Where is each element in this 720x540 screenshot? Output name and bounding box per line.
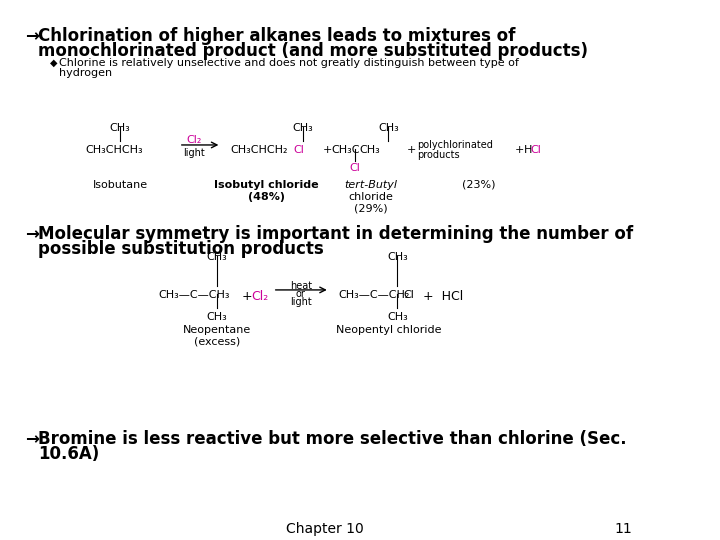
Text: or: or (296, 289, 306, 299)
Text: Cl₂: Cl₂ (251, 290, 269, 303)
Text: Isobutane: Isobutane (93, 180, 148, 190)
Text: Cl: Cl (404, 290, 415, 300)
Text: CH₃: CH₃ (292, 123, 313, 133)
Text: Neopentyl chloride: Neopentyl chloride (336, 325, 441, 335)
Text: →: → (25, 430, 39, 448)
Text: Cl₂: Cl₂ (186, 135, 202, 145)
Text: +: + (323, 145, 332, 155)
Text: +: + (407, 145, 416, 155)
Text: light: light (184, 148, 205, 158)
Text: →: → (25, 27, 39, 45)
Text: Chlorination of higher alkanes leads to mixtures of: Chlorination of higher alkanes leads to … (38, 27, 516, 45)
Text: Chlorine is relatively unselective and does not greatly distinguish between type: Chlorine is relatively unselective and d… (59, 58, 518, 68)
Text: (29%): (29%) (354, 204, 387, 214)
Text: CH₃CHCH₃: CH₃CHCH₃ (86, 145, 143, 155)
Text: ◆: ◆ (50, 58, 57, 68)
Text: possible substitution products: possible substitution products (38, 240, 324, 258)
Text: chloride: chloride (348, 192, 393, 202)
Text: products: products (418, 150, 460, 160)
Text: (23%): (23%) (462, 180, 495, 190)
Text: CH₃: CH₃ (207, 252, 227, 262)
Text: Cl: Cl (294, 145, 305, 155)
Text: Neopentane: Neopentane (183, 325, 251, 335)
Text: (excess): (excess) (194, 337, 240, 347)
Text: CH₃: CH₃ (387, 312, 408, 322)
Text: +: + (242, 290, 253, 303)
Text: CH₃: CH₃ (378, 123, 399, 133)
Text: hydrogen: hydrogen (59, 68, 112, 78)
Text: CH₃: CH₃ (109, 123, 130, 133)
Text: CH₃CHCH₂: CH₃CHCH₂ (230, 145, 288, 155)
Text: tert-Butyl: tert-Butyl (344, 180, 397, 190)
Text: Chapter 10: Chapter 10 (287, 522, 364, 536)
Text: 11: 11 (614, 522, 632, 536)
Text: polychlorinated: polychlorinated (418, 140, 493, 150)
Text: →: → (25, 225, 39, 243)
Text: +  HCl: + HCl (423, 290, 463, 303)
Text: Isobutyl chloride: Isobutyl chloride (214, 180, 319, 190)
Text: CH₃C: CH₃C (331, 145, 360, 155)
Text: CH₃: CH₃ (207, 312, 227, 322)
Text: Bromine is less reactive but more selective than chlorine (Sec.: Bromine is less reactive but more select… (38, 430, 626, 448)
Text: CH₃: CH₃ (387, 252, 408, 262)
Text: H: H (524, 145, 532, 155)
Text: heat: heat (289, 281, 312, 291)
Text: Molecular symmetry is important in determining the number of: Molecular symmetry is important in deter… (38, 225, 633, 243)
Text: (48%): (48%) (248, 192, 285, 202)
Text: CH₃: CH₃ (359, 145, 380, 155)
Text: 10.6A): 10.6A) (38, 445, 99, 463)
Text: light: light (290, 297, 312, 307)
Text: CH₃—C—CH₂: CH₃—C—CH₂ (338, 290, 410, 300)
Text: +: + (515, 145, 524, 155)
Text: Cl: Cl (530, 145, 541, 155)
Text: CH₃—C—CH₃: CH₃—C—CH₃ (158, 290, 230, 300)
Text: monochlorinated product (and more substituted products): monochlorinated product (and more substi… (38, 42, 588, 60)
Text: Cl: Cl (349, 163, 361, 173)
